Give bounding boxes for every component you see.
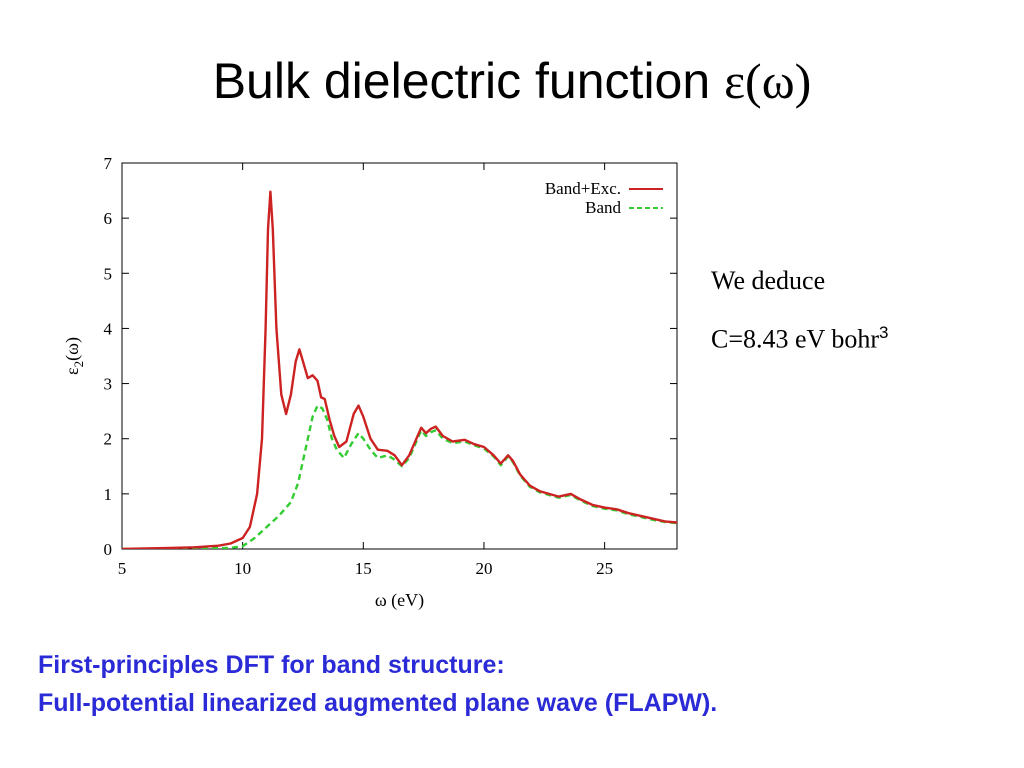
x-tick-label: 20	[475, 559, 492, 578]
footnote-line1: First-principles DFT for band structure:	[38, 651, 505, 679]
y-tick-label: 0	[104, 540, 113, 559]
slide-title-symbol: ε(ω)	[724, 53, 812, 109]
x-tick-label: 15	[355, 559, 372, 578]
y-tick-label: 1	[104, 485, 113, 504]
y-tick-label: 5	[104, 264, 113, 283]
x-tick-label: 10	[234, 559, 251, 578]
x-tick-label: 25	[596, 559, 613, 578]
x-tick-label: 5	[118, 559, 127, 578]
side-note-line1: We deduce	[711, 266, 826, 295]
side-note-line2: C=8.43 eV bohr3	[711, 323, 888, 355]
slide-title-text: Bulk dielectric function	[212, 53, 725, 109]
legend: Band+Exc.Band	[545, 179, 663, 217]
y-axis-label: ε2(ω)	[62, 337, 86, 375]
axis-ticks: 5 10 15 20 25 0 1 2 3 4 5 6 7	[104, 154, 677, 578]
y-tick-label: 7	[104, 154, 113, 173]
plot-frame	[121, 162, 678, 550]
legend-label: Band+Exc.	[545, 179, 621, 198]
side-note-formula: C=8.43 eV bohr	[711, 324, 880, 354]
legend-label: Band	[585, 198, 621, 217]
y-tick-label: 2	[104, 430, 113, 449]
slide-title: Bulk dielectric function ε(ω)	[0, 52, 1024, 110]
y-tick-label: 6	[104, 209, 113, 228]
y-tick-label: 4	[104, 319, 113, 338]
y-tick-label: 3	[104, 375, 113, 394]
plot-border	[121, 162, 678, 550]
series-layer	[122, 190, 677, 549]
series-line-band-exc	[122, 190, 677, 549]
footnote-line2: Full-potential linearized augmented plan…	[38, 689, 718, 717]
side-note-exponent: 3	[879, 323, 889, 342]
x-axis-label: ω (eV)	[375, 590, 424, 611]
series-line-band	[122, 404, 677, 549]
